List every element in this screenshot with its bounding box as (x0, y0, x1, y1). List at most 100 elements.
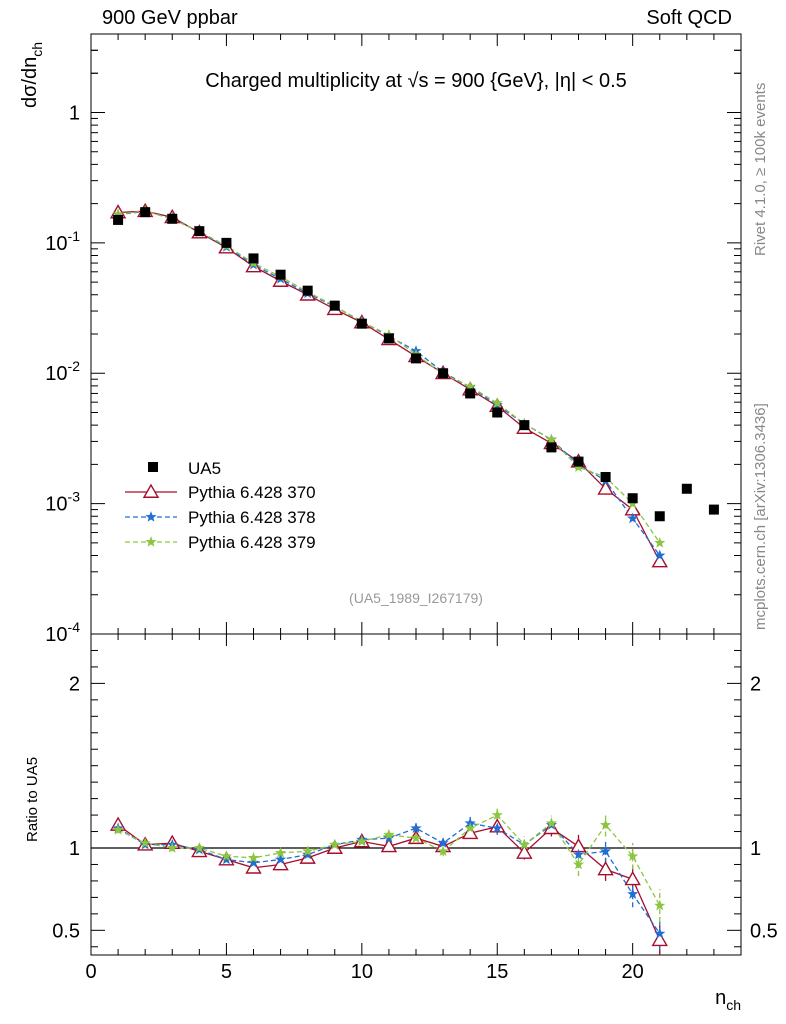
ratio-point (599, 845, 612, 856)
data-point (411, 353, 421, 364)
data-point (492, 407, 503, 418)
ratio-point (302, 848, 314, 860)
legend-marker (145, 536, 157, 547)
ratio-tick-label-left: 1 (69, 838, 80, 860)
ratio-plot-frame (90, 633, 742, 956)
data-point (329, 300, 340, 311)
ratio-point (410, 832, 422, 843)
ratio-point (220, 850, 233, 862)
data-point (356, 318, 367, 329)
x-tick-label: 10 (351, 961, 373, 983)
ratio-point (627, 850, 639, 862)
ratio-point (302, 845, 314, 856)
data-point (627, 493, 638, 504)
legend-label: Pythia 6.428 370 (188, 483, 316, 502)
ratio-point (274, 853, 287, 865)
series-line (118, 210, 661, 556)
ratio-point (193, 842, 205, 853)
ratio-point (383, 828, 395, 840)
ratio-point (274, 847, 287, 858)
ratio-tick-label-right: 2 (750, 673, 761, 695)
series-line (118, 210, 661, 544)
legend-marker-data (148, 462, 158, 472)
data-point (194, 226, 205, 237)
ratio-point (383, 832, 395, 843)
x-axis-label: nch (715, 987, 741, 1013)
legend-label: Pythia 6.428 378 (188, 508, 316, 527)
data-point (167, 213, 178, 224)
data-point (275, 269, 286, 280)
series-point (654, 537, 666, 548)
ratio-point (166, 842, 178, 853)
data-point (248, 253, 259, 264)
ratio-y-axis-label: Ratio to UA5 (24, 757, 41, 842)
data-point (113, 214, 124, 225)
y-axis-label: dσ/dnch (19, 42, 45, 108)
legend-label: Pythia 6.428 379 (188, 533, 316, 552)
ratio-point (380, 837, 398, 853)
data-point (654, 511, 665, 522)
ratio-point (516, 844, 533, 859)
header-left-label: 900 GeV ppbar (102, 7, 238, 29)
ratio-point (572, 858, 585, 870)
data-point (221, 237, 232, 248)
ratio-point (329, 838, 341, 850)
ratio-point (272, 856, 289, 871)
data-point (573, 456, 584, 467)
series-point (545, 433, 558, 445)
ratio-point (437, 845, 449, 856)
ratio-point (627, 888, 639, 899)
header-right-label: Soft QCD (646, 7, 732, 29)
ratio-point (599, 819, 612, 830)
x-tick-label: 5 (221, 961, 232, 983)
data-point (140, 207, 151, 218)
data-point (438, 368, 449, 379)
y-tick-label: 10-2 (45, 358, 80, 385)
ratio-point (245, 859, 262, 874)
ratio-point (464, 822, 476, 834)
ratio-point (597, 860, 614, 876)
ratio-point (654, 899, 666, 911)
ratio-tick-label-right: 1 (750, 838, 761, 860)
y-tick-label: 1 (69, 102, 80, 124)
legend-label-data: UA5 (188, 459, 221, 478)
series-point (627, 512, 639, 524)
series-point (491, 397, 503, 408)
y-tick-label: 10-3 (45, 489, 80, 516)
ratio-point (654, 927, 666, 939)
ratio-point (139, 837, 151, 848)
series-point (597, 480, 614, 495)
x-tick-label: 0 (85, 961, 96, 983)
ratio-point (651, 931, 668, 947)
data-point (600, 472, 611, 483)
data-point (681, 483, 692, 494)
x-tick-label: 20 (622, 961, 644, 983)
data-point (546, 442, 557, 453)
series-point (654, 549, 666, 561)
ratio-point (545, 817, 558, 829)
ratio-point (437, 837, 449, 848)
ratio-point (247, 852, 260, 863)
data-point (302, 285, 313, 296)
y-tick-label: 10-4 (45, 619, 80, 646)
chart-title: Charged multiplicity at √s = 900 {GeV}, … (205, 70, 627, 92)
y-tick-label: 10-1 (45, 228, 80, 255)
ratio-tick-label-right: 0.5 (750, 920, 778, 942)
data-point (465, 388, 476, 399)
data-point (708, 504, 719, 515)
ratio-point (491, 809, 503, 820)
ratio-tick-label-left: 2 (69, 673, 80, 695)
legend-marker (142, 483, 160, 498)
ratio-line (117, 814, 661, 906)
ratio-point (112, 824, 124, 835)
ratio-point (247, 856, 260, 868)
data-point (383, 333, 394, 344)
ratio-tick-label-left: 0.5 (52, 920, 80, 942)
ratio-point (410, 822, 422, 834)
ratio-point (572, 848, 585, 860)
series-point (651, 553, 668, 568)
data-point (519, 420, 530, 431)
ratio-point (491, 822, 503, 834)
x-tick-label: 15 (486, 961, 508, 983)
